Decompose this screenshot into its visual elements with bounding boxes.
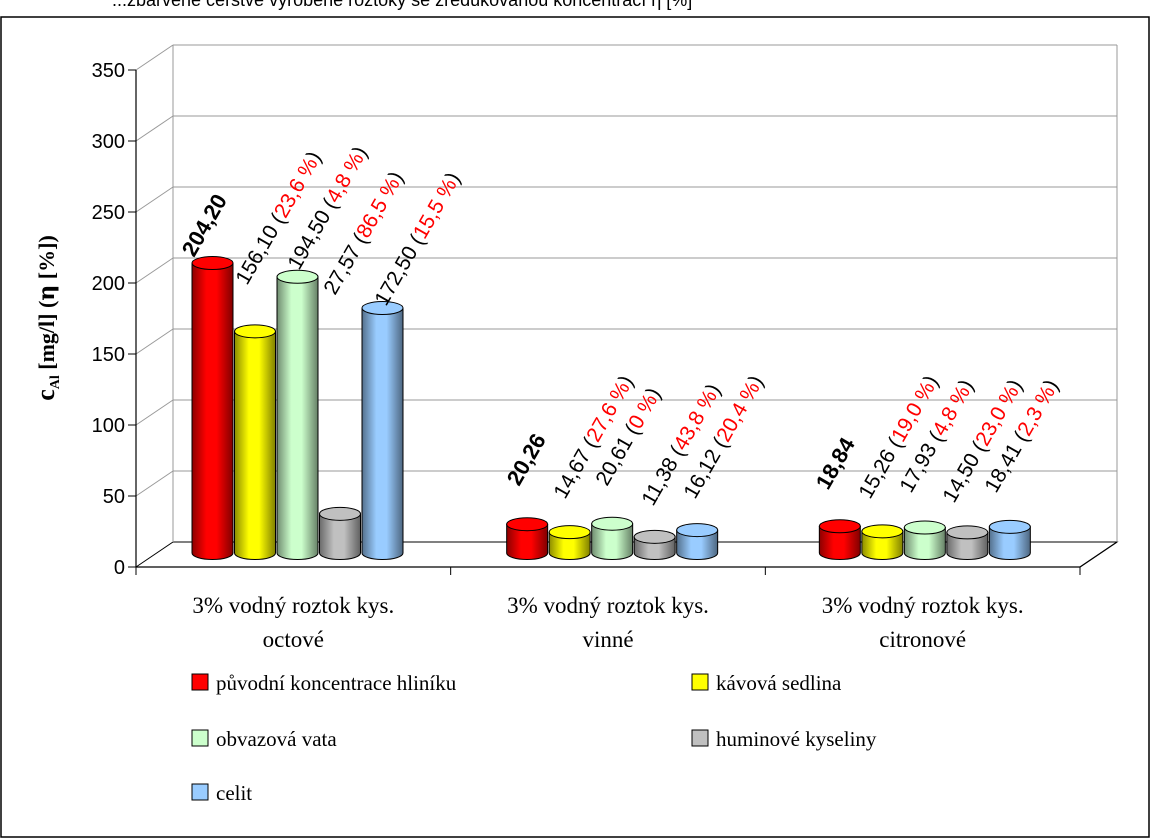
- gridline-diagonal: [135, 257, 174, 284]
- bar-body: [903, 527, 946, 560]
- bar-body: [276, 276, 319, 560]
- gridline-diagonal: [135, 328, 174, 355]
- gridline-diagonal: [135, 470, 174, 497]
- bar-top: [591, 516, 634, 531]
- bar-body: [234, 330, 276, 560]
- bar: [361, 301, 404, 560]
- bar: [988, 519, 1031, 560]
- bar-top: [191, 256, 234, 271]
- bar-body: [861, 530, 904, 560]
- y-tick-label: 150: [92, 344, 125, 366]
- legend-label: celit: [216, 781, 252, 805]
- figure-caption: ...zbarvené čerstvě vyrobené roztoky se …: [112, 0, 692, 10]
- y-axis-title-sub: Al: [48, 375, 63, 389]
- legend-label: huminové kyseliny: [716, 727, 877, 751]
- y-axis-title: cAl [mg/l] (η [%]): [31, 235, 63, 401]
- bar-body: [506, 523, 549, 560]
- legend: původní koncentrace hliníku kávová sedlin…: [191, 671, 877, 805]
- bar: [319, 506, 361, 560]
- y-axis-title-unit: [mg/l] (: [34, 301, 59, 376]
- bar-top: [276, 269, 319, 284]
- bar-body: [676, 529, 719, 560]
- y-axis-title-main: c: [31, 389, 60, 401]
- y-tick-label: 100: [92, 415, 125, 437]
- bar: [506, 517, 549, 560]
- bar-top: [234, 324, 276, 339]
- legend-swatch: [191, 673, 209, 691]
- bar-top: [818, 519, 861, 534]
- x-category-label: 3% vodný roztok kys.: [192, 593, 394, 618]
- bar: [676, 523, 719, 560]
- x-category-label: vinné: [582, 627, 633, 652]
- legend-swatch: [691, 673, 709, 691]
- bar-body: [946, 531, 989, 560]
- bar-top: [633, 529, 676, 544]
- axes: 0 50 100 150 200 250 300 350 3% vodný roztok kys…: [92, 60, 1118, 652]
- bar-top: [506, 517, 549, 532]
- gridline-diagonal: [135, 186, 174, 213]
- bar-body: [988, 526, 1031, 560]
- bar-top: [548, 525, 591, 540]
- bar: [946, 525, 989, 560]
- legend-swatch: [191, 783, 209, 801]
- y-axis-title-eta: η: [34, 285, 60, 301]
- bar: [861, 524, 904, 560]
- legend-swatch: [191, 729, 209, 747]
- bar-top: [361, 301, 404, 316]
- y-axis-title-tail: [%]): [34, 235, 59, 284]
- bar-body: [191, 262, 234, 560]
- y-tick-label: 50: [103, 486, 125, 508]
- gridline-diagonal: [135, 399, 174, 426]
- legend-label: původní koncentrace hliníku: [216, 671, 457, 695]
- x-category-label: citronové: [879, 627, 966, 652]
- bar: [548, 525, 591, 560]
- y-tick-label: 250: [92, 202, 125, 224]
- bar: [191, 256, 234, 560]
- y-tick-label: 200: [92, 273, 125, 295]
- bar-top: [946, 525, 989, 540]
- y-tick-label: 350: [92, 60, 125, 82]
- bar-body: [361, 307, 404, 560]
- legend-label: kávová sedlina: [716, 671, 842, 695]
- x-category-label: 3% vodný roztok kys.: [507, 593, 709, 618]
- gridline-diagonal: [135, 44, 174, 71]
- legend-swatch: [691, 729, 709, 747]
- bar: [633, 529, 676, 560]
- bar: [276, 269, 319, 560]
- y-tick-label: 0: [114, 557, 125, 579]
- bar-top: [903, 520, 946, 535]
- bar-top: [319, 506, 361, 521]
- bar-body: [319, 513, 361, 560]
- bar-top: [676, 523, 719, 538]
- bars: [191, 256, 1031, 560]
- y-tick-label: 300: [92, 131, 125, 153]
- legend-label: obvazová vata: [216, 727, 337, 751]
- y-axis-title: cAl [mg/l] (η [%]): [31, 235, 63, 401]
- bar-top: [861, 524, 904, 539]
- bar: [234, 324, 276, 560]
- gridline-diagonal: [135, 115, 174, 142]
- bar-body: [818, 525, 861, 560]
- bar: [591, 516, 634, 560]
- bar: [818, 519, 861, 560]
- bar-body: [591, 523, 634, 560]
- x-category-label: 3% vodný roztok kys.: [822, 593, 1024, 618]
- bar-body: [548, 531, 591, 560]
- bar-top: [988, 519, 1031, 534]
- bar: [903, 520, 946, 560]
- x-category-label: octové: [263, 627, 324, 652]
- x-axis-depth-line: [1079, 541, 1118, 568]
